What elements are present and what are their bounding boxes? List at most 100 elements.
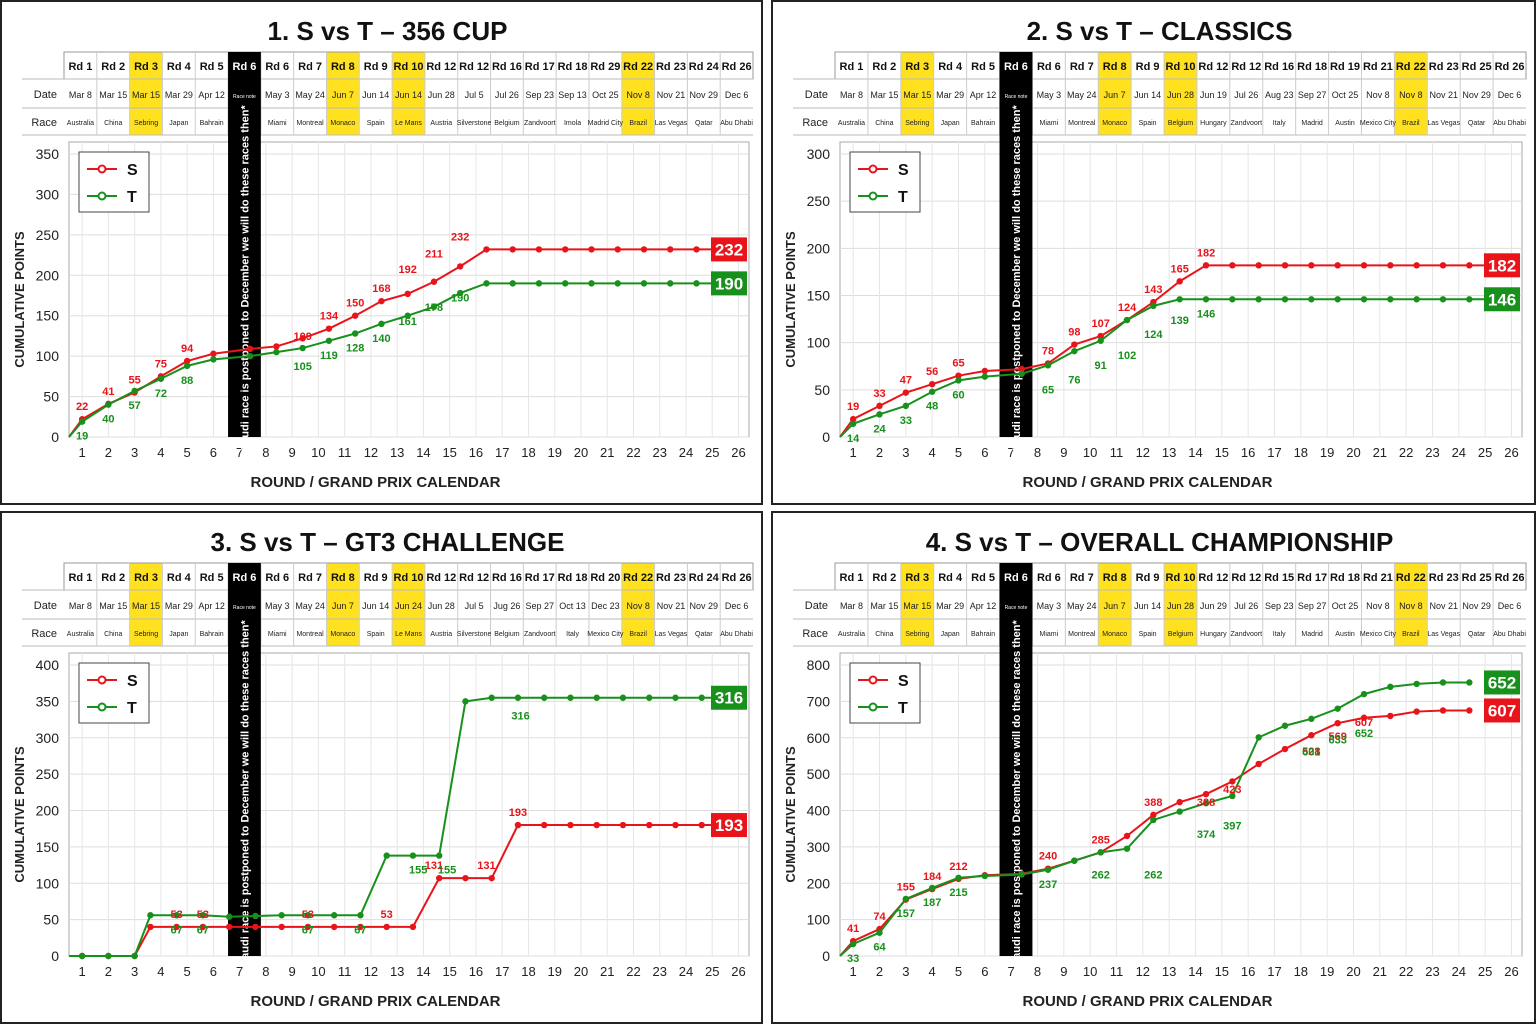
y-tick-label: 0 [822, 429, 830, 445]
data-point-T [1413, 680, 1420, 688]
date-label: Nov 8 [1399, 90, 1423, 100]
final-badge-s [711, 237, 747, 262]
x-tick-label: 19 [547, 445, 561, 460]
x-tick-label: 8 [262, 964, 269, 979]
race-label: Japan [169, 631, 188, 638]
data-point-T [1150, 302, 1157, 310]
data-point-T [456, 289, 464, 297]
data-point-S [147, 923, 154, 931]
round-label: Rd 7 [1070, 572, 1094, 584]
round-label: Rd 12 [459, 572, 489, 584]
data-point-T [404, 312, 411, 319]
data-point-S [1466, 707, 1473, 714]
date-label: Jun 7 [332, 90, 354, 100]
x-tick-label: 24 [679, 964, 693, 979]
data-point-S [646, 821, 653, 829]
date-label: Oct 25 [1332, 601, 1359, 611]
data-label-s: 131 [425, 860, 443, 872]
data-point-S [1466, 262, 1473, 269]
data-label-s: 56 [926, 366, 938, 378]
date-label: Apr 12 [198, 601, 225, 611]
x-tick-label: 14 [416, 445, 430, 460]
legend-label-S: S [127, 162, 138, 179]
data-point-S [1018, 365, 1025, 373]
header-highlight [1098, 52, 1132, 135]
date-label: Apr 12 [970, 90, 997, 100]
race-label: Australia [838, 120, 865, 127]
data-label-t: 178 [425, 302, 443, 314]
race-label: Madrid [1301, 631, 1323, 638]
data-point-T [1123, 845, 1131, 852]
x-tick-label: 20 [574, 445, 588, 460]
y-tick-label: 300 [807, 839, 831, 855]
round-label: Rd 22 [623, 61, 653, 73]
header-row-label: Race [802, 117, 828, 129]
y-tick-label: 400 [807, 803, 831, 819]
x-tick-label: 23 [652, 445, 666, 460]
round-label: Rd 12 [1198, 572, 1228, 584]
data-label-t: 601 [1302, 746, 1320, 758]
data-point-T [1202, 800, 1210, 807]
x-tick-label: 5 [184, 964, 191, 979]
x-tick-label: 1 [79, 964, 86, 979]
round-label: Rd 12 [1231, 572, 1261, 584]
x-tick-label: 13 [390, 445, 404, 460]
data-point-T [876, 929, 883, 936]
data-point-S [698, 821, 705, 829]
date-label: Jun 7 [332, 601, 354, 611]
date-label: May 3 [1037, 90, 1062, 100]
final-value-t: 146 [1488, 290, 1516, 309]
date-label: Sep 13 [558, 90, 587, 100]
date-label: Dec 23 [591, 601, 620, 611]
data-point-T [849, 940, 857, 948]
y-tick-label: 200 [36, 803, 60, 819]
race-label: Hungary [1200, 120, 1227, 127]
x-tick-label: 15 [1215, 964, 1229, 979]
data-point-S [210, 350, 217, 357]
legend-box [78, 662, 150, 724]
race-label: Monaco [330, 631, 355, 638]
round-label: Rd 6 [1037, 61, 1061, 73]
round-label: Rd 8 [331, 572, 355, 584]
postponed-banner [999, 563, 1033, 956]
data-label-s: 569 [1328, 731, 1346, 743]
data-point-T [383, 852, 390, 859]
race-label: Zandvoort [1231, 120, 1263, 127]
date-label: Nov 8 [626, 90, 650, 100]
race-label: Bahrain [200, 631, 224, 638]
x-tick-label: 13 [1162, 445, 1176, 460]
data-point-S [1308, 262, 1315, 269]
race-label: Qatar [1468, 120, 1486, 127]
legend-label-S: S [898, 673, 909, 690]
legend-marker-S [97, 675, 107, 685]
data-point-S [199, 923, 207, 931]
banner-text: The Saudi race is postponed to December … [1011, 619, 1023, 988]
data-label-s: 232 [451, 231, 469, 243]
round-label: Rd 29 [590, 61, 620, 73]
date-label: Jun 14 [1134, 90, 1161, 100]
data-point-S [456, 263, 464, 270]
race-label: Abu Dhabi [720, 120, 753, 127]
final-badge-t [1484, 670, 1520, 695]
race-label: Miami [1040, 120, 1059, 127]
data-point-T [488, 694, 495, 701]
data-point-T [981, 872, 989, 880]
data-point-T [78, 952, 86, 960]
y-tick-label: 250 [807, 193, 831, 209]
data-label-s: 33 [873, 388, 885, 400]
data-point-T [1387, 683, 1394, 691]
x-tick-label: 6 [981, 445, 988, 460]
data-point-T [698, 694, 705, 701]
x-tick-label: 10 [311, 445, 325, 460]
data-label-s: 134 [320, 311, 339, 323]
x-tick-label: 4 [157, 964, 164, 979]
x-tick-label: 3 [902, 964, 909, 979]
legend-marker-S [97, 164, 107, 174]
x-tick-label: 7 [1008, 964, 1015, 979]
round-label: Rd 24 [689, 572, 720, 584]
data-label-s: 107 [1092, 318, 1110, 330]
y-tick-label: 150 [36, 839, 60, 855]
plot-area [68, 141, 750, 438]
header-highlight [900, 563, 934, 646]
legend-label-S: S [127, 673, 138, 690]
